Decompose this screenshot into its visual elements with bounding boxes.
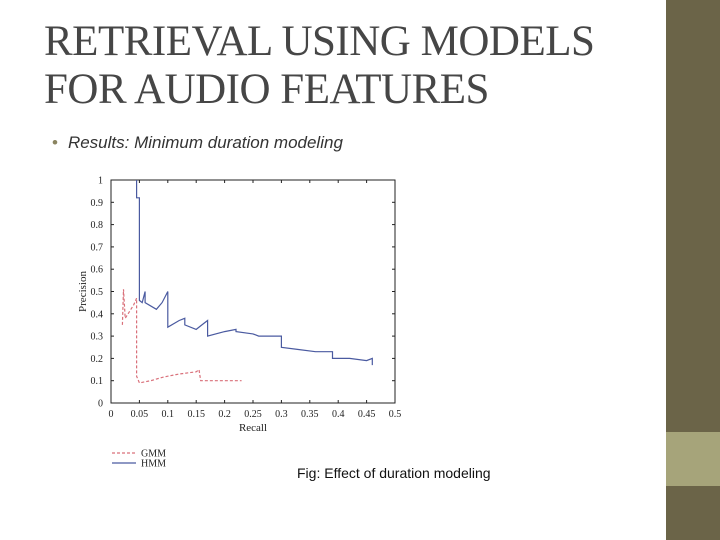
y-tick-label: 0.9 bbox=[91, 198, 104, 209]
x-tick-label: 0.5 bbox=[389, 409, 402, 420]
x-tick-label: 0.3 bbox=[275, 409, 288, 420]
legend-label-gmm: GMM bbox=[141, 449, 166, 460]
x-axis-label: Recall bbox=[239, 422, 267, 434]
y-tick-label: 0.5 bbox=[91, 287, 104, 298]
figure-caption: Fig: Effect of duration modeling bbox=[297, 465, 491, 481]
series-line-gmm bbox=[121, 289, 242, 384]
x-tick-label: 0.1 bbox=[162, 409, 175, 420]
x-tick-label: 0.35 bbox=[301, 409, 319, 420]
plot-frame bbox=[110, 179, 396, 404]
y-tick-label: 1 bbox=[98, 176, 103, 187]
y-tick-label: 0.3 bbox=[91, 332, 104, 343]
y-axis-label: Precision bbox=[77, 271, 89, 312]
y-tick-label: 0 bbox=[98, 399, 103, 410]
title-line-2: FOR AUDIO FEATURES bbox=[44, 66, 489, 113]
x-tick-label: 0 bbox=[109, 409, 114, 420]
precision-recall-chart: 0 0.05 0.1 0.15 0.2 0.25 0.3 0.35 0.4 0.45 0.5 0 0.1… bbox=[77, 176, 402, 470]
x-tick-label: 0.45 bbox=[358, 409, 376, 420]
bullet-text: Results: Minimum duration modeling bbox=[67, 133, 343, 152]
y-tick-label: 0.4 bbox=[91, 309, 104, 320]
sidebar-accent-block bbox=[666, 432, 720, 486]
y-tick-label: 0.1 bbox=[91, 376, 104, 387]
bullet-item: • Results: Minimum duration modeling bbox=[52, 133, 343, 153]
x-tick-label: 0.05 bbox=[131, 409, 149, 420]
bullet-dot-icon: • bbox=[52, 133, 58, 152]
y-tick-label: 0.6 bbox=[91, 265, 104, 276]
title-line-1: RETRIEVAL USING MODELS bbox=[44, 18, 595, 65]
slide-title: RETRIEVAL USING MODELS FOR AUDIO FEATURE… bbox=[44, 18, 654, 114]
x-tick-label: 0.2 bbox=[218, 409, 231, 420]
series-line-hmm bbox=[136, 180, 373, 366]
y-tick-label: 0.7 bbox=[91, 242, 104, 253]
x-tick-label: 0.25 bbox=[244, 409, 262, 420]
x-tick-label: 0.15 bbox=[187, 409, 205, 420]
y-tick-label: 0.8 bbox=[91, 220, 104, 231]
y-tick-label: 0.2 bbox=[91, 354, 104, 365]
legend-label-hmm: HMM bbox=[141, 459, 166, 470]
x-tick-label: 0.4 bbox=[332, 409, 345, 420]
